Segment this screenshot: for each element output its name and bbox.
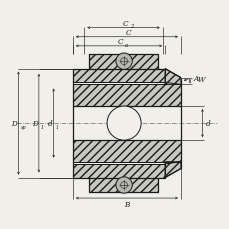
- Circle shape: [115, 54, 132, 70]
- Text: S: S: [76, 70, 81, 78]
- Circle shape: [115, 177, 132, 193]
- Text: d: d: [205, 120, 210, 128]
- Text: d: d: [48, 120, 52, 128]
- Text: W: W: [197, 75, 204, 83]
- Polygon shape: [88, 55, 158, 69]
- Text: 1: 1: [41, 124, 44, 129]
- Text: D: D: [32, 120, 38, 128]
- Circle shape: [106, 106, 141, 141]
- Polygon shape: [73, 69, 164, 83]
- Polygon shape: [73, 164, 164, 178]
- Polygon shape: [88, 178, 158, 193]
- Text: D: D: [11, 120, 17, 128]
- Text: C: C: [125, 29, 130, 37]
- Polygon shape: [164, 162, 180, 178]
- Text: C: C: [123, 19, 128, 27]
- Text: B: B: [124, 200, 129, 208]
- Text: A: A: [183, 74, 198, 82]
- Text: C: C: [117, 38, 122, 46]
- Text: a: a: [124, 42, 127, 47]
- Text: 1: 1: [56, 124, 59, 129]
- Text: 2: 2: [130, 24, 133, 29]
- Text: sp: sp: [21, 125, 27, 130]
- Polygon shape: [73, 85, 180, 106]
- Polygon shape: [73, 141, 180, 162]
- Polygon shape: [164, 69, 180, 85]
